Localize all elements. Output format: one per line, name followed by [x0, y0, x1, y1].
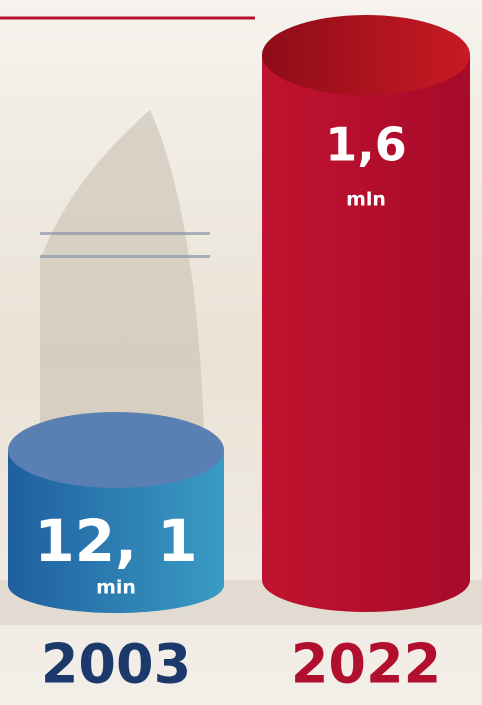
- year-label: 2022: [291, 633, 441, 696]
- value-label: 12, 1: [34, 507, 197, 575]
- tower: [40, 110, 205, 470]
- tower-stripe: [40, 255, 210, 258]
- tower-stripe: [40, 232, 210, 235]
- cylinder-body: [262, 55, 470, 612]
- year-label: 2003: [41, 633, 191, 696]
- unit-label: mln: [346, 189, 386, 211]
- unit-label: min: [96, 577, 136, 599]
- value-label: 1,6: [325, 118, 407, 172]
- cylinder-top: [8, 412, 224, 488]
- cylinder-top: [262, 15, 470, 95]
- cylinder-body: [8, 450, 224, 613]
